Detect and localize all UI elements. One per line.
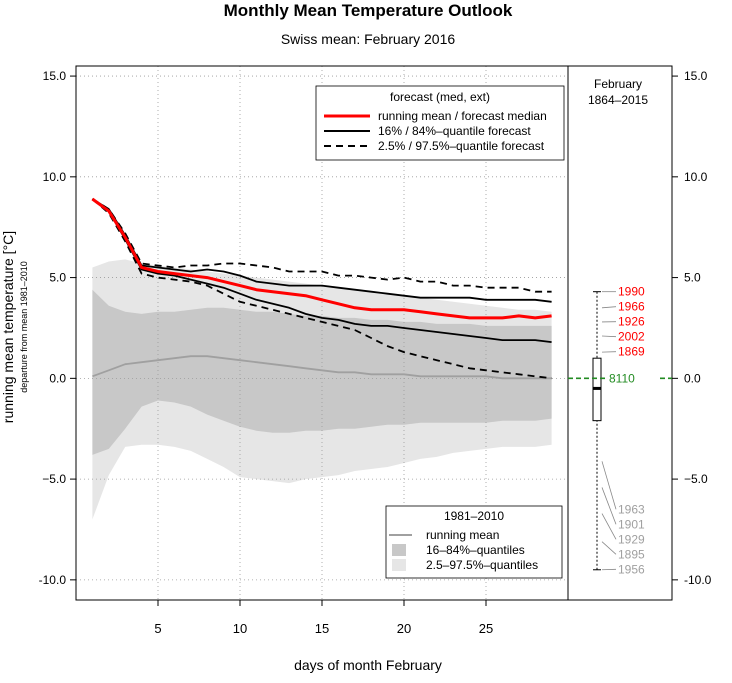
x-tick-label-5: 5 [154,621,161,636]
legend-entry-16-84-band: 16–84%–quantiles [426,543,525,557]
y-tick-label-left-4: 10.0 [43,170,67,184]
side-panel-title: February [594,77,642,91]
warm-year-leader-3 [601,335,617,338]
warm-year-label-4: 1869 [618,345,645,359]
cold-year-label-4: 1956 [618,562,645,576]
warm-year-leader-1 [601,306,617,309]
climate-legend-title: 1981–2010 [444,509,504,523]
series-line-2 [91,198,552,343]
x-tick-label-10: 10 [233,621,247,636]
warm-year-label-2: 1926 [618,315,645,329]
cold-year-label-2: 1929 [618,532,645,546]
current-value-label: 8110 [609,371,635,385]
chart-subtitle: Swiss mean: February 2016 [281,31,456,47]
cold-year-label-3: 1895 [618,547,645,561]
x-axis-label: days of month February [294,657,442,673]
side-panel-frame [567,65,673,601]
legend-swatch-16-84-band [392,544,406,556]
series-line-5 [92,355,552,380]
legend-entry-2p5-97p5-band: 2.5–97.5%–quantiles [426,558,538,572]
legend-entry-climate-mean: running mean [426,528,499,542]
cold-year-label-0: 1963 [618,502,645,516]
y-tick-label-right-1: −5.0 [684,472,708,486]
climate-legend: 1981–2010 running mean 16–84%–quantiles … [385,505,563,579]
x-tick-label-15: 15 [315,621,329,636]
warm-year-label-1: 1966 [618,300,645,314]
y-tick-label-left-5: 15.0 [43,69,67,83]
y-tick-label-right-5: 15.0 [684,69,708,83]
climate-band-1 [92,289,552,455]
forecast-legend: forecast (med, ext) running mean / forec… [315,85,565,161]
chart-title: Monthly Mean Temperature Outlook [224,1,513,20]
y-axis-label: running mean temperature [°C] [0,231,16,423]
cold-year-leader-2 [601,513,617,540]
x-tick-label-20: 20 [397,621,411,636]
warm-year-label-0: 1990 [618,285,645,299]
cold-year-leader-1 [601,487,617,525]
x-tick-label-25: 25 [479,621,493,636]
cold-year-label-1: 1901 [618,517,645,531]
y-tick-label-left-0: -10.0 [39,573,67,587]
y-tick-label-left-3: 5.0 [49,271,66,285]
series-line-4 [91,198,552,380]
legend-entry-median: running mean / forecast median [378,109,547,123]
series-line-1 [91,198,552,303]
series-line-3 [91,198,552,293]
legend-entry-16-84: 16% / 84%–quantile forecast [378,124,531,138]
cold-year-leader-0 [601,461,617,510]
y-axis-sublabel: departure from mean 1981–2010 [19,261,29,393]
legend-entry-2p5-97p5: 2.5% / 97.5%–quantile forecast [378,139,545,153]
legend-swatch-2p5-97p5-band [392,559,406,571]
y-tick-label-left-2: 0.0 [49,371,66,385]
forecast-legend-title: forecast (med, ext) [390,90,490,104]
cold-year-leader-3 [601,541,617,555]
side-panel-period: 1864–2015 [588,93,648,107]
y-tick-label-right-3: 5.0 [684,271,701,285]
y-tick-label-right-4: 10.0 [684,170,708,184]
series-line-0 [91,197,552,320]
y-tick-label-right-0: -10.0 [684,573,712,587]
warm-year-label-3: 2002 [618,330,645,344]
y-tick-label-right-2: 0.0 [684,371,701,385]
y-tick-label-left-1: −5.0 [42,472,66,486]
